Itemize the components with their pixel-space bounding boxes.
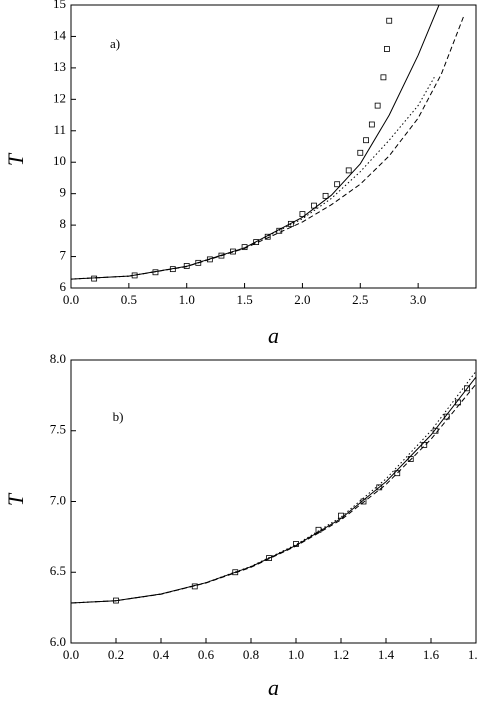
x-tick-label: 1.4: [378, 647, 395, 662]
y-tick-label: 7.0: [50, 492, 66, 507]
plot-frame: [70, 4, 477, 289]
y-tick-label: 8.0: [50, 351, 66, 366]
y-tick-label: 6: [60, 279, 67, 294]
y-axis-title: T: [3, 492, 28, 506]
y-tick-label: 14: [53, 27, 67, 42]
y-tick-label: 7.5: [50, 422, 66, 437]
data-point: [363, 137, 369, 144]
plot-frame: [70, 359, 477, 644]
x-tick-label: 2.5: [352, 292, 368, 307]
x-tick-label: 0.6: [198, 647, 215, 662]
x-tick-label: 0.8: [243, 647, 259, 662]
curve: [71, 14, 465, 280]
x-tick-label: 1.0: [179, 292, 195, 307]
y-tick-label: 15: [53, 0, 66, 11]
curve: [71, 376, 476, 604]
x-tick-label: 1.5: [236, 292, 252, 307]
x-tick-label: 0.5: [121, 292, 137, 307]
x-tick-label: 0.4: [153, 647, 170, 662]
data-point: [345, 167, 352, 174]
x-tick-label: 0.0: [63, 647, 79, 662]
y-tick-label: 10: [53, 153, 66, 168]
y-tick-label: 12: [53, 90, 66, 105]
data-point: [91, 275, 98, 282]
y-tick-label: 8: [60, 216, 67, 231]
x-tick-label: 1.2: [333, 647, 349, 662]
y-axis-title: T: [3, 152, 28, 166]
data-point: [357, 149, 364, 156]
y-tick-label: 6.0: [50, 634, 66, 649]
data-point: [322, 192, 329, 199]
curve: [71, 383, 476, 604]
x-tick-label: 1.8: [468, 647, 478, 662]
y-tick-label: 9: [60, 185, 67, 200]
data-point: [383, 46, 390, 52]
data-point: [334, 181, 341, 188]
y-tick-label: 6.5: [50, 563, 66, 578]
y-tick-label: 7: [60, 248, 67, 263]
x-tick-label: 3.0: [410, 292, 426, 307]
x-axis-title: a: [268, 675, 279, 700]
x-tick-label: 1.0: [288, 647, 304, 662]
x-tick-label: 2.0: [294, 292, 310, 307]
data-point: [386, 17, 393, 24]
x-axis-title: a: [268, 323, 279, 348]
curve: [71, 5, 440, 280]
curve: [71, 370, 476, 604]
data-point: [380, 74, 387, 81]
panel-label: b): [113, 409, 124, 424]
y-tick-label: 11: [53, 122, 66, 137]
x-tick-label: 0.0: [63, 292, 79, 307]
panel-label: a): [110, 36, 120, 51]
data-point: [368, 121, 375, 128]
data-point: [299, 211, 306, 218]
x-tick-label: 0.2: [108, 647, 124, 662]
data-point: [374, 102, 381, 109]
y-tick-label: 13: [53, 59, 66, 74]
x-tick-label: 1.6: [423, 647, 440, 662]
